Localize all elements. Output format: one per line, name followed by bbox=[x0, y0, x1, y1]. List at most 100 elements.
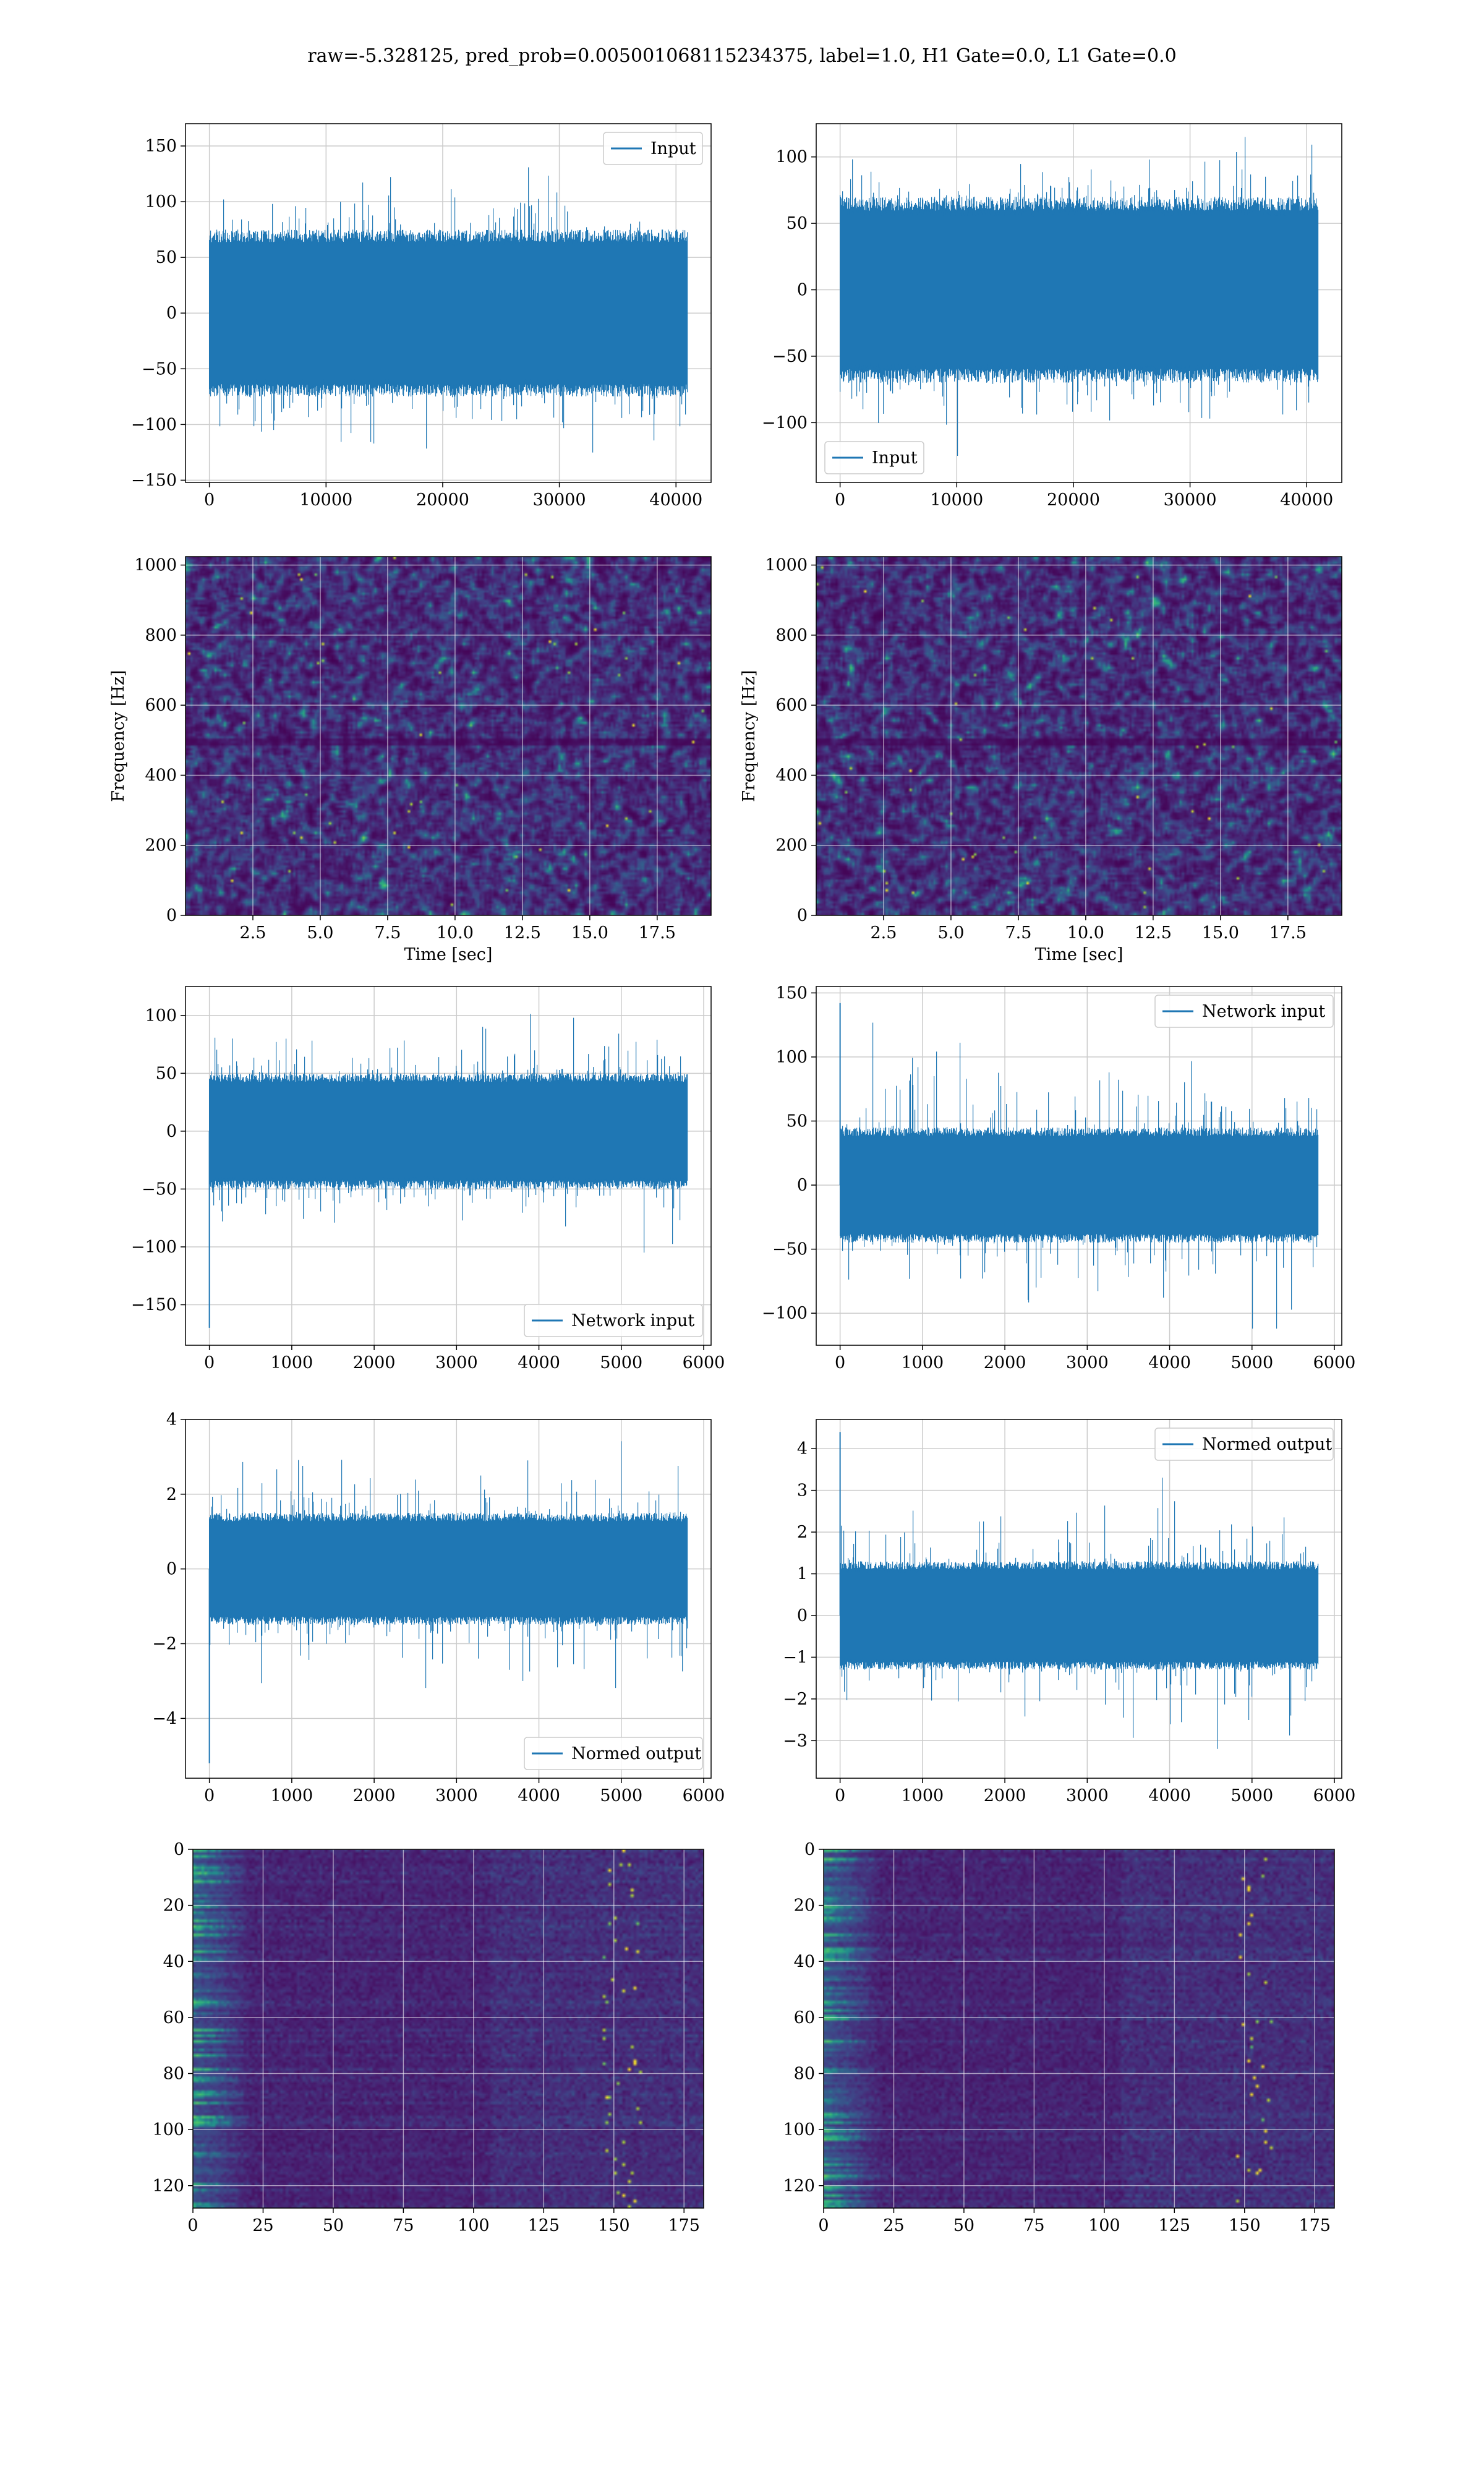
y-tick-label: −100 bbox=[762, 413, 808, 432]
heatmap-image bbox=[824, 1849, 1334, 2208]
x-tick-label: 0 bbox=[187, 2216, 198, 2235]
x-tick-label: 0 bbox=[835, 1353, 845, 1372]
y-tick-label: 20 bbox=[163, 1896, 184, 1915]
x-tick-label: 2.5 bbox=[239, 923, 266, 943]
chart-spec-l1: 2.5 5.0 7.5 10.0 12.5 15.0 17.5 0 200 400 600 800 10… bbox=[740, 556, 1342, 964]
x-tick-label: 2000 bbox=[353, 1786, 396, 1805]
y-tick-label: 50 bbox=[787, 1112, 808, 1131]
y-tick-label: 150 bbox=[145, 137, 177, 156]
y-tick-label: −100 bbox=[131, 1238, 177, 1257]
x-axis-label: Time [sec] bbox=[404, 945, 493, 964]
y-tick-label: 1000 bbox=[134, 556, 177, 575]
axes-frame bbox=[185, 1419, 712, 1779]
legend: Network input bbox=[524, 1304, 703, 1337]
x-tick-label: 0 bbox=[835, 490, 845, 510]
x-tick-label: 1000 bbox=[902, 1353, 944, 1372]
chart-normed-h1: 0 1000 2000 3000 4000 5000 6000 −4 −2 0 2 4 Normed o… bbox=[152, 1410, 725, 1805]
y-tick-label: −50 bbox=[142, 359, 177, 379]
x-tick-label: 4000 bbox=[518, 1786, 560, 1805]
x-tick-label: 10000 bbox=[299, 490, 352, 510]
y-axis-label: Frequency [Hz] bbox=[740, 670, 759, 802]
legend: Input bbox=[603, 132, 703, 165]
x-tick-label: 17.5 bbox=[639, 923, 676, 943]
figure-suptitle: raw=-5.328125, pred_prob=0.0050010681152… bbox=[307, 45, 1176, 67]
x-tick-label: 2000 bbox=[984, 1786, 1026, 1805]
axes-frame bbox=[185, 986, 712, 1346]
x-tick-label: 50 bbox=[323, 2216, 344, 2235]
y-tick-label: 0 bbox=[166, 1122, 177, 1141]
x-tick-label: 5000 bbox=[1230, 1353, 1273, 1372]
y-tick-label: 120 bbox=[152, 2177, 184, 2196]
x-tick-label: 75 bbox=[1023, 2216, 1044, 2235]
axes-frame bbox=[816, 123, 1342, 483]
x-tick-label: 175 bbox=[668, 2216, 700, 2235]
x-tick-label: 3000 bbox=[435, 1786, 478, 1805]
y-tick-label: −100 bbox=[131, 415, 177, 434]
chart-network-l1: 0 1000 2000 3000 4000 5000 6000 −100 −50 0 50 100 15… bbox=[762, 983, 1356, 1372]
y-tick-label: −2 bbox=[783, 1690, 808, 1709]
x-axis-label: Time [sec] bbox=[1035, 945, 1124, 964]
y-tick-label: −1 bbox=[783, 1648, 808, 1667]
x-tick-label: 10.0 bbox=[437, 923, 474, 943]
y-tick-label: 0 bbox=[174, 1840, 184, 1859]
y-tick-label: 0 bbox=[166, 304, 177, 323]
y-tick-label: −150 bbox=[131, 1296, 177, 1315]
y-tick-label: 3 bbox=[797, 1481, 808, 1500]
legend-label: Input bbox=[872, 448, 918, 468]
x-tick-label: 50 bbox=[953, 2216, 974, 2235]
x-tick-label: 125 bbox=[528, 2216, 560, 2235]
x-tick-label: 175 bbox=[1298, 2216, 1331, 2235]
heatmap-image bbox=[193, 1849, 704, 2208]
legend-label: Input bbox=[650, 139, 696, 158]
y-tick-label: −100 bbox=[762, 1304, 808, 1323]
series-body bbox=[840, 1132, 1318, 1238]
y-tick-label: 800 bbox=[775, 626, 808, 645]
x-tick-label: 150 bbox=[598, 2216, 630, 2235]
x-tick-label: 6000 bbox=[1313, 1353, 1356, 1372]
legend: Network input bbox=[1154, 995, 1334, 1028]
x-tick-label: 15.0 bbox=[571, 923, 608, 943]
x-tick-label: 12.5 bbox=[1135, 923, 1172, 943]
legend: Normed output bbox=[1154, 1427, 1334, 1461]
y-tick-label: 60 bbox=[163, 2008, 184, 2027]
x-tick-label: 30000 bbox=[533, 490, 586, 510]
y-tick-label: 4 bbox=[797, 1439, 808, 1458]
y-tick-label: −50 bbox=[772, 1240, 808, 1259]
y-tick-label: 0 bbox=[797, 281, 808, 300]
series-body bbox=[209, 1077, 688, 1184]
legend-box bbox=[603, 132, 703, 165]
x-tick-label: 3000 bbox=[1066, 1353, 1109, 1372]
chart-normed-l1: 0 1000 2000 3000 4000 5000 6000 −3 −2 −1 0 1 2 3 4 Norm… bbox=[783, 1419, 1355, 1805]
x-tick-label: 5.0 bbox=[937, 923, 964, 943]
series-body bbox=[209, 236, 688, 390]
y-tick-label: 400 bbox=[145, 766, 177, 785]
x-tick-label: 1000 bbox=[271, 1353, 313, 1372]
y-tick-label: 1 bbox=[797, 1565, 808, 1584]
y-tick-label: 150 bbox=[775, 983, 808, 1003]
chart-features-l1: 0 25 50 75 100 125 150 175 0 20 40 60 80 100 120 bbox=[783, 1840, 1335, 2235]
y-tick-label: 80 bbox=[794, 2065, 815, 2084]
x-tick-label: 12.5 bbox=[504, 923, 541, 943]
axes-frame bbox=[185, 556, 712, 916]
y-tick-label: 20 bbox=[794, 1896, 815, 1915]
axes-frame bbox=[816, 1419, 1342, 1779]
y-tick-label: 600 bbox=[145, 696, 177, 715]
x-tick-label: 10000 bbox=[930, 490, 983, 510]
x-tick-label: 20000 bbox=[416, 490, 469, 510]
legend-label: Network input bbox=[571, 1311, 694, 1330]
y-tick-label: 2 bbox=[166, 1485, 177, 1504]
x-tick-label: 100 bbox=[458, 2216, 490, 2235]
chart-input-l1: 0 10000 20000 30000 40000 −100 −50 0 50 100 Input bbox=[762, 123, 1342, 510]
legend-label: Network input bbox=[1202, 1002, 1325, 1021]
y-tick-label: 4 bbox=[166, 1410, 177, 1429]
x-tick-label: 5000 bbox=[1230, 1786, 1273, 1805]
y-tick-label: 50 bbox=[156, 248, 177, 267]
heatmap-image bbox=[186, 557, 711, 915]
x-tick-label: 25 bbox=[883, 2216, 904, 2235]
x-tick-label: 1000 bbox=[902, 1786, 944, 1805]
legend-label: Normed output bbox=[1202, 1435, 1332, 1454]
x-tick-label: 3000 bbox=[435, 1353, 478, 1372]
y-tick-label: 80 bbox=[163, 2065, 184, 2084]
x-tick-label: 2000 bbox=[984, 1353, 1026, 1372]
axes-frame bbox=[823, 1849, 1335, 2209]
